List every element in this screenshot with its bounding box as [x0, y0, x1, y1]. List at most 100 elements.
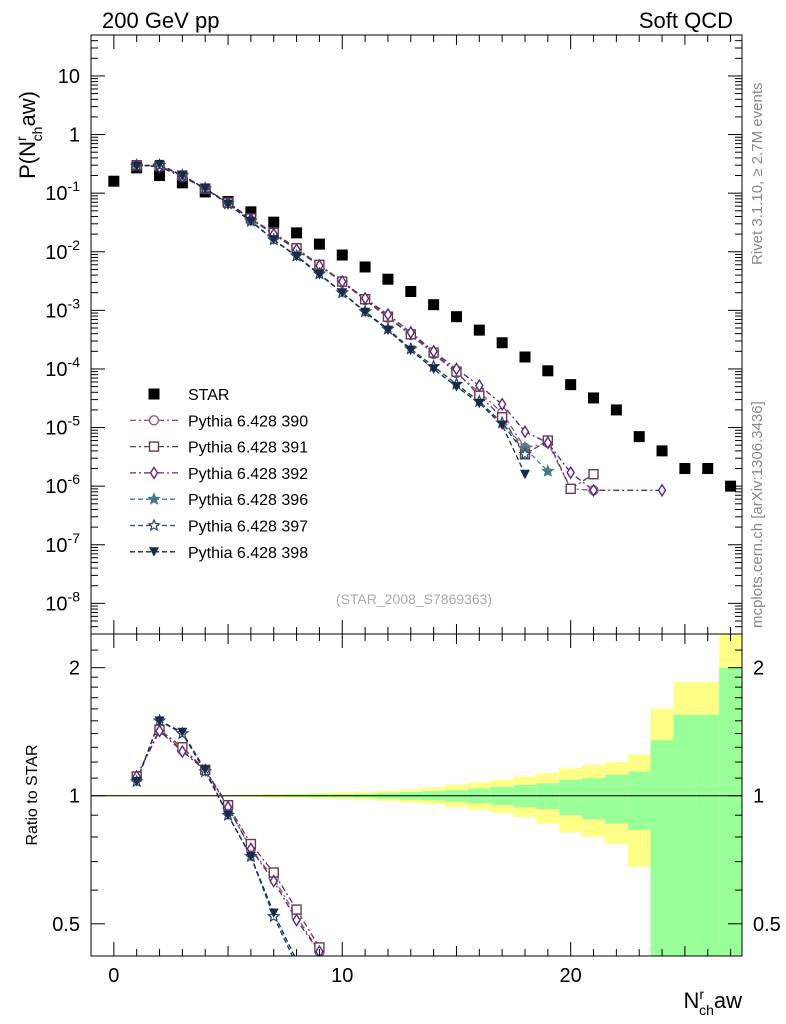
x-tick-label-2: 20 [560, 965, 582, 987]
y-tick-label-6: 10-2 [45, 237, 80, 264]
data-point-s0-20 [565, 379, 577, 391]
data-point-s3-12 [406, 325, 416, 340]
header-left: 200 GeV pp [102, 8, 219, 33]
data-point-s2-19 [565, 483, 576, 495]
data-point-s3-15 [474, 378, 484, 393]
data-point-s0-17 [496, 337, 508, 349]
y-tick-label-1: 10-7 [45, 530, 80, 557]
x-axis-label: Nr chaw [684, 986, 743, 1018]
inner-band-26 [696, 714, 720, 956]
data-point-s0-21 [588, 392, 600, 404]
legend-marker-6 [149, 547, 159, 557]
x-tick-label-1: 10 [331, 965, 353, 987]
uncertainty-bands [102, 634, 742, 956]
inner-band-23 [627, 771, 651, 831]
y-tick-label-2: 10-6 [45, 471, 80, 498]
ratio-point-s5-7 [291, 955, 302, 956]
data-point-s0-23 [633, 431, 645, 443]
ratio-point-s5-0 [131, 777, 142, 787]
data-point-s0-18 [519, 351, 531, 363]
inner-band-21 [582, 778, 605, 820]
data-point-s6-7 [291, 252, 302, 262]
legend-marker-2 [148, 441, 160, 452]
ratio-frame [90, 633, 743, 957]
data-point-s3-17 [520, 424, 530, 439]
legend-label-1: Pythia 6.428 390 [188, 413, 308, 430]
data-point-s3-16 [497, 397, 507, 412]
data-point-s6-14 [451, 382, 462, 392]
main-y-axis-label: P(Nrchaw) [13, 91, 45, 179]
ratio-y-tick-label-right-1: 1 [753, 786, 764, 808]
data-point-s0-24 [656, 445, 668, 457]
data-point-s3-20 [589, 483, 598, 498]
legend-label-5: Pythia 6.428 397 [188, 519, 308, 536]
ratio-data-layer [129, 713, 326, 970]
data-point-s0-9 [313, 238, 325, 250]
data-point-s0-0 [108, 175, 120, 187]
ratio-point-s2-7 [292, 913, 301, 927]
ratio-y-tick-label-right-2: 2 [753, 658, 764, 680]
ratio-point-s3-7 [291, 960, 301, 970]
data-point-s0-7 [268, 216, 280, 228]
mcplots-label: mcplots.cern.ch [arXiv:1306.3436] [749, 401, 766, 628]
data-point-s3-10 [360, 291, 370, 306]
data-point-s4-18 [541, 464, 555, 477]
data-point-s6-2 [177, 171, 188, 181]
ratio-y-axis: 0.5 0.5 1 1 2 2 [52, 649, 781, 936]
ratio-point-s5-4 [223, 810, 234, 821]
inner-band-22 [604, 774, 628, 824]
data-point-s6-8 [314, 269, 325, 280]
data-point-s6-15 [474, 398, 485, 409]
data-point-s0-8 [291, 227, 303, 239]
data-point-s0-2 [154, 170, 166, 182]
data-point-s6-1 [154, 159, 165, 170]
series-line-6 [136, 163, 526, 475]
ratio-line-4 [136, 719, 294, 956]
legend-label-3: Pythia 6.428 392 [188, 466, 308, 483]
data-point-s6-6 [268, 235, 279, 245]
ratio-point-s2-2 [178, 744, 187, 759]
data-point-s0-13 [405, 285, 417, 297]
ratio-y-tick-label-2: 2 [69, 658, 80, 680]
data-point-s0-22 [610, 404, 622, 416]
ratio-point-s5-6 [268, 908, 279, 919]
ratio-point-s4-7 [291, 960, 301, 970]
data-point-s3-14 [452, 362, 461, 376]
data-point-s6-0 [131, 161, 142, 172]
y-tick-label-3: 10-5 [45, 413, 80, 440]
data-point-s6-11 [382, 325, 393, 336]
data-point-s3-21 [657, 483, 667, 498]
ratio-point-s2-1 [155, 724, 164, 738]
ratio-point-s5-1 [154, 716, 165, 726]
legend-marker-1 [148, 415, 160, 426]
legend-label-0: STAR [188, 387, 229, 404]
rivet-label: Rivet 3.1.10, ≥ 2.7M events [749, 83, 766, 266]
ratio-y-tick-label-right-0: 0.5 [753, 914, 781, 936]
data-point-s3-11 [383, 307, 393, 322]
header-right: Soft QCD [639, 8, 733, 33]
data-point-s3-19 [566, 465, 576, 480]
data-point-s6-3 [200, 184, 211, 194]
data-point-s6-5 [245, 216, 256, 227]
data-point-s0-12 [382, 273, 394, 285]
legend-label-4: Pythia 6.428 396 [188, 492, 308, 509]
y-tick-label-8: 1 [69, 125, 80, 147]
ratio-point-s5-5 [245, 851, 256, 862]
ratio-point-s1-7 [291, 904, 302, 915]
data-point-s6-17 [520, 469, 530, 480]
data-point-s0-10 [336, 249, 348, 261]
y-tick-label-9: 10 [58, 66, 80, 88]
inner-band-24 [650, 740, 674, 956]
data-point-s6-10 [360, 307, 371, 318]
data-point-s5-17 [518, 447, 532, 460]
ratio-line-5 [136, 719, 296, 956]
main-data-layer [108, 158, 737, 498]
y-tick-label-5: 10-3 [45, 295, 80, 322]
x-tick-label-0: 0 [108, 965, 119, 987]
series-line-5 [136, 164, 526, 455]
data-point-s0-11 [359, 261, 371, 273]
ratio-y-tick-label-0: 0.5 [52, 914, 80, 936]
data-point-s3-13 [429, 344, 438, 359]
legend-marker-5 [147, 518, 161, 532]
